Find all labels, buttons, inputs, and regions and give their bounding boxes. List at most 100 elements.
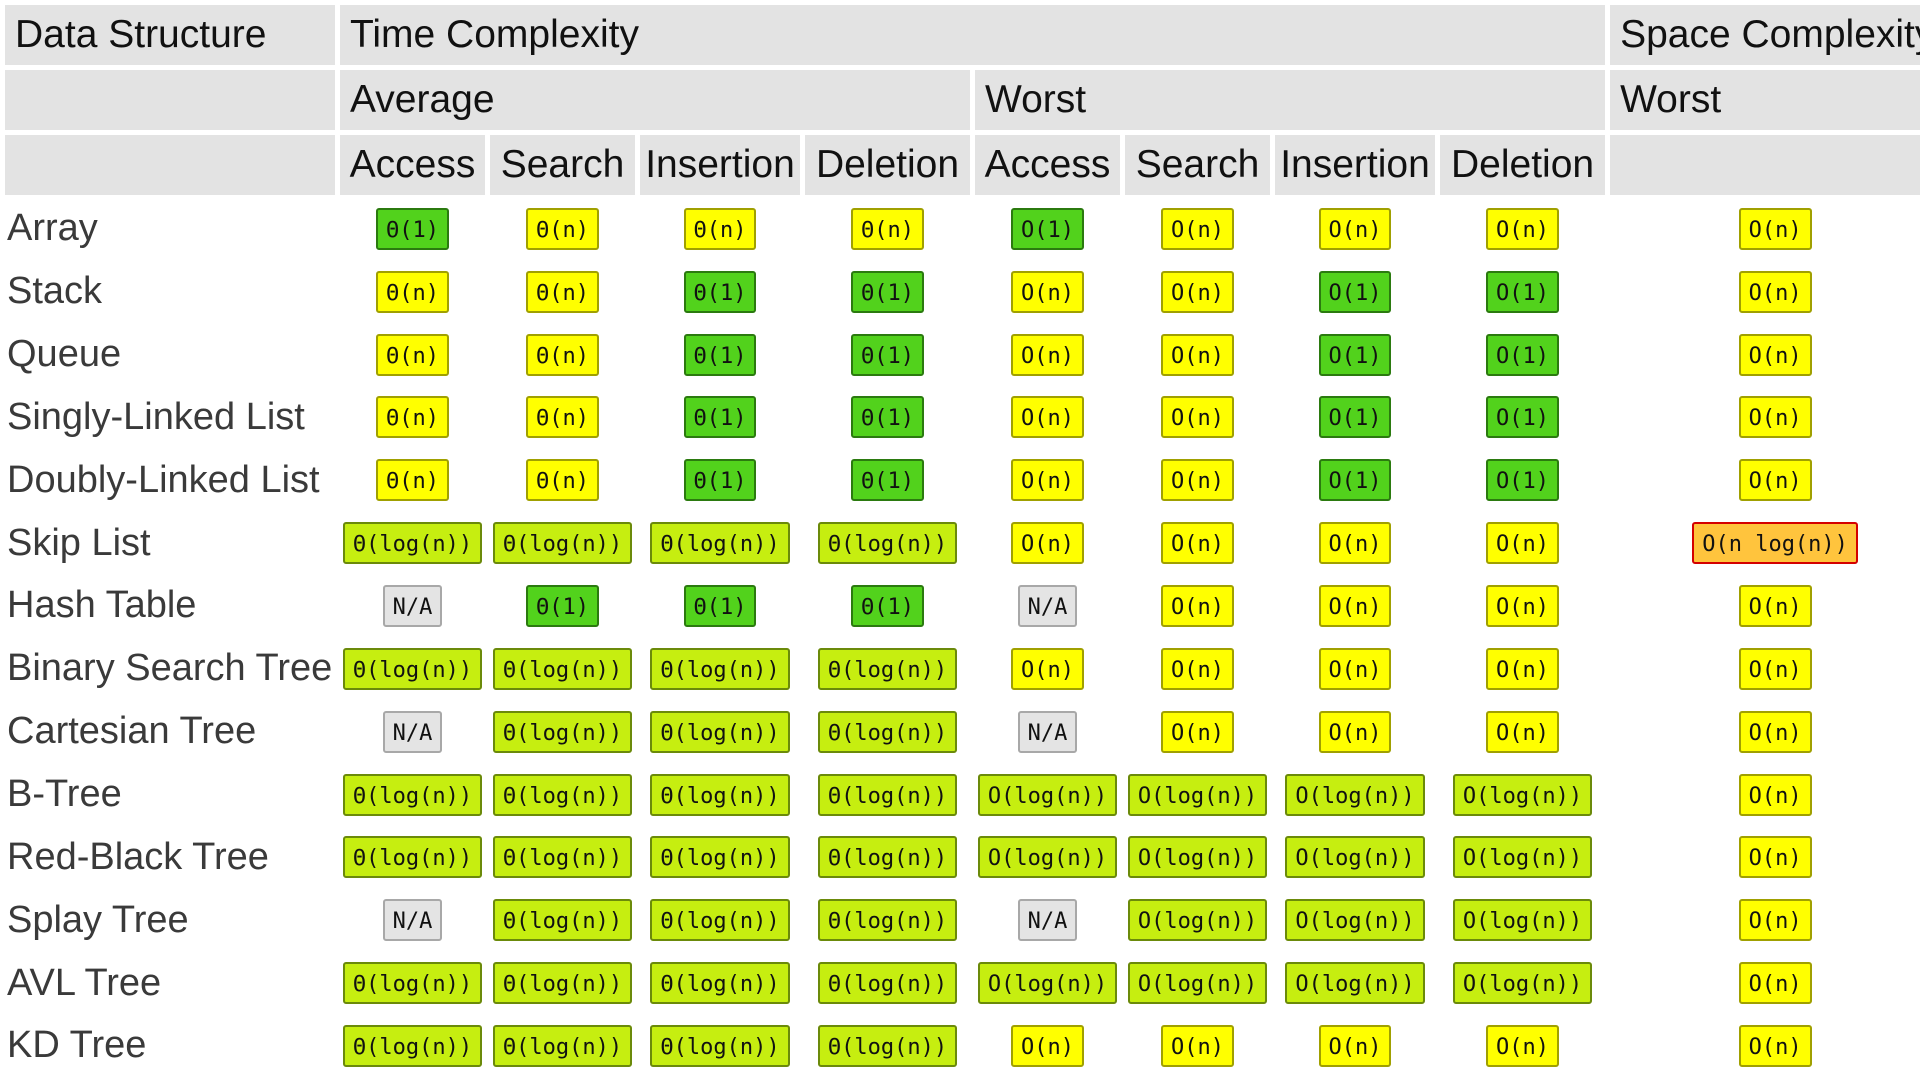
row-name: AVL Tree [7, 961, 162, 1004]
cell-average-insertion: Θ(log(n)) [640, 514, 800, 572]
complexity-badge: Θ(1) [851, 333, 924, 376]
cell-average-access: N/A [340, 703, 485, 761]
header-op-worst-search: Search [1125, 135, 1270, 195]
complexity-badge: O(n) [1161, 270, 1234, 313]
row-name: B-Tree [7, 773, 122, 816]
header-op-average-search: Search [490, 135, 635, 195]
complexity-badge: N/A [1017, 710, 1078, 753]
cell-average-search: Θ(n) [490, 389, 635, 447]
cell-average-search: Θ(n) [490, 263, 635, 321]
complexity-badge: O(n) [1161, 396, 1234, 439]
complexity-badge: O(n) [1011, 1024, 1084, 1067]
cell-worst-deletion: O(n) [1440, 200, 1605, 258]
cell-worst-deletion: O(1) [1440, 263, 1605, 321]
complexity-badge: O(n) [1161, 459, 1234, 502]
header-op-worst-access: Access [975, 135, 1120, 195]
cell-space-worst: O(n) [1610, 577, 1920, 635]
row-name: Skip List [7, 521, 151, 564]
cell-worst-search: O(log(n)) [1125, 891, 1270, 949]
cell-worst-access: O(1) [975, 200, 1120, 258]
cell-average-access: N/A [340, 891, 485, 949]
complexity-badge: O(log(n)) [1285, 962, 1425, 1005]
cell-worst-search: O(n) [1125, 263, 1270, 321]
complexity-badge: Θ(n) [376, 270, 449, 313]
complexity-badge: O(n) [1011, 396, 1084, 439]
cell-average-insertion: Θ(1) [640, 451, 800, 509]
header-empty-cell [5, 70, 335, 130]
complexity-badge: Θ(1) [851, 459, 924, 502]
cell-average-deletion: Θ(log(n)) [805, 514, 970, 572]
cell-worst-deletion: O(n) [1440, 640, 1605, 698]
cell-worst-access: O(n) [975, 326, 1120, 384]
complexity-badge: O(n) [1738, 710, 1812, 753]
cell-worst-access: N/A [975, 703, 1120, 761]
complexity-badge: Θ(log(n)) [492, 899, 633, 942]
cell-average-access: Θ(log(n)) [340, 828, 485, 886]
cell-average-search: Θ(log(n)) [490, 766, 635, 824]
complexity-badge: O(1) [1318, 333, 1392, 376]
complexity-badge: Θ(1) [683, 396, 757, 439]
cell-average-deletion: Θ(1) [805, 326, 970, 384]
complexity-badge: Θ(log(n)) [342, 647, 483, 690]
complexity-badge: Θ(log(n)) [817, 522, 958, 565]
complexity-badge: Θ(log(n)) [817, 773, 958, 816]
table-row: AVL Tree Θ(log(n)) Θ(log(n)) Θ(log(n)) Θ(log… [5, 954, 1920, 1012]
cell-average-search: Θ(log(n)) [490, 1017, 635, 1075]
cell-average-deletion: Θ(log(n)) [805, 766, 970, 824]
complexity-badge: Θ(log(n)) [650, 522, 790, 565]
cell-worst-access: O(n) [975, 640, 1120, 698]
cell-worst-insertion: O(log(n)) [1275, 954, 1435, 1012]
cell-worst-search: O(n) [1125, 577, 1270, 635]
row-name: KD Tree [7, 1024, 147, 1067]
cell-worst-insertion: O(n) [1275, 200, 1435, 258]
complexity-badge: Θ(log(n)) [492, 773, 633, 816]
cell-worst-insertion: O(n) [1275, 1017, 1435, 1075]
row-name: Splay Tree [7, 898, 189, 941]
complexity-badge: O(log(n)) [1452, 899, 1593, 942]
complexity-badge: O(n) [1161, 207, 1234, 250]
complexity-badge: N/A [382, 899, 443, 942]
complexity-badge: O(n) [1318, 207, 1392, 250]
complexity-badge: Θ(n) [376, 459, 449, 502]
table-row: Skip List Θ(log(n)) Θ(log(n)) Θ(log(n)) Θ(lo… [5, 514, 1920, 572]
cell-space-worst: O(n) [1610, 703, 1920, 761]
cell-worst-insertion: O(1) [1275, 263, 1435, 321]
cell-average-deletion: Θ(1) [805, 451, 970, 509]
complexity-badge: O(n) [1318, 647, 1392, 690]
complexity-badge: Θ(1) [526, 584, 599, 627]
table-row: Queue Θ(n) Θ(n) Θ(1) Θ(1) O(n) O(n) O(1) O(1) O(n… [5, 326, 1920, 384]
complexity-badge: Θ(n) [376, 333, 449, 376]
complexity-badge: Θ(log(n)) [650, 1024, 790, 1067]
header-time-complexity: Time Complexity [340, 5, 1606, 65]
cell-average-search: Θ(log(n)) [490, 640, 635, 698]
complexity-badge: O(1) [1486, 333, 1560, 376]
complexity-badge: O(n) [1011, 647, 1084, 690]
cell-average-insertion: Θ(log(n)) [640, 640, 800, 698]
complexity-badge: O(1) [1486, 270, 1560, 313]
table-row: B-Tree Θ(log(n)) Θ(log(n)) Θ(log(n)) Θ(log(n… [5, 766, 1920, 824]
complexity-badge: Θ(log(n)) [492, 710, 633, 753]
cell-worst-insertion: O(1) [1275, 389, 1435, 447]
cell-worst-access: O(log(n)) [975, 766, 1120, 824]
cell-worst-search: O(n) [1125, 514, 1270, 572]
complexity-badge: Θ(log(n)) [817, 1024, 958, 1067]
cell-worst-search: O(n) [1125, 703, 1270, 761]
complexity-badge: Θ(1) [683, 459, 757, 502]
cell-space-worst: O(n) [1610, 891, 1920, 949]
cell-space-worst: O(n) [1610, 389, 1920, 447]
header-row-1: Data Structure Time Complexity Space Com… [5, 5, 1920, 65]
complexity-badge: O(n) [1738, 270, 1812, 313]
table-row: Splay Tree N/A Θ(log(n)) Θ(log(n)) Θ(log(n))… [5, 891, 1920, 949]
complexity-badge: O(n) [1318, 584, 1392, 627]
complexity-badge: O(log(n)) [977, 773, 1118, 816]
complexity-badge: O(log(n)) [1127, 836, 1268, 879]
table-row: Binary Search Tree Θ(log(n)) Θ(log(n)) Θ(lo… [5, 640, 1920, 698]
complexity-badge: O(n) [1738, 584, 1812, 627]
cell-worst-insertion: O(n) [1275, 640, 1435, 698]
complexity-badge: O(log(n)) [1127, 899, 1268, 942]
cell-worst-deletion: O(n) [1440, 1017, 1605, 1075]
cell-average-deletion: Θ(1) [805, 577, 970, 635]
cell-worst-access: O(n) [975, 263, 1120, 321]
complexity-badge: O(n) [1161, 710, 1234, 753]
complexity-badge: O(n) [1738, 899, 1812, 942]
